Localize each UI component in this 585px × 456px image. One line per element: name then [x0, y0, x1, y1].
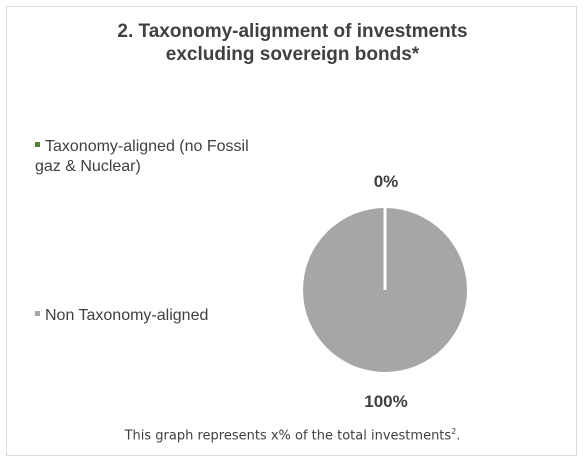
- chart-title-line-2: excluding sovereign bonds*: [165, 44, 420, 65]
- footer-text: This graph represents x% of the total in…: [124, 428, 452, 444]
- legend-swatch-taxonomy-aligned: [35, 142, 40, 148]
- footer-note: This graph represents x% of the total in…: [0, 427, 585, 443]
- legend-item-taxonomy-aligned: Taxonomy-aligned (no Fossil gaz & Nuclea…: [35, 137, 275, 177]
- pie-chart: [303, 208, 467, 372]
- legend-item-non-taxonomy-aligned: Non Taxonomy-aligned: [35, 306, 275, 326]
- pie-slices: [303, 208, 467, 372]
- legend-swatch-non-taxonomy-aligned: [35, 311, 40, 317]
- chart-title: 2. Taxonomy-alignment of investments exc…: [0, 20, 585, 66]
- data-label-taxonomy-aligned: 0%: [373, 172, 399, 191]
- legend-label-taxonomy-aligned: Taxonomy-aligned (no Fossil gaz & Nuclea…: [35, 138, 249, 175]
- footer-superscript: 2: [451, 427, 457, 436]
- chart-title-line-1: 2. Taxonomy-alignment of investments: [117, 21, 468, 42]
- data-label-non-taxonomy-aligned: 100%: [364, 392, 408, 411]
- footer-end: .: [456, 428, 461, 444]
- chart-frame: [6, 6, 577, 456]
- legend-label-non-taxonomy-aligned: Non Taxonomy-aligned: [45, 307, 209, 324]
